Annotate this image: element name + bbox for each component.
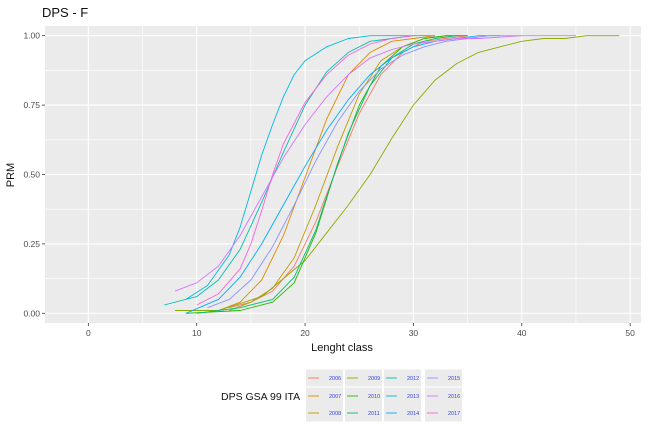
legend-key-bg xyxy=(345,404,382,422)
legend-key-bg xyxy=(384,404,421,422)
legend-key-bg xyxy=(306,387,343,405)
x-tick-label: 50 xyxy=(625,328,635,338)
x-tick-label: 10 xyxy=(192,328,202,338)
series-line-2011 xyxy=(196,35,457,314)
series-line-2017 xyxy=(196,35,414,306)
legend-label-2006: 2006 xyxy=(329,376,341,382)
legend-label-2014: 2014 xyxy=(407,411,419,417)
x-axis-title: Lenght class xyxy=(311,342,373,354)
y-tick-label: 1.00 xyxy=(23,31,40,41)
legend-title: DPS GSA 99 ITA xyxy=(221,391,300,403)
chart-title: DPS - F xyxy=(42,5,88,20)
series-line-2016 xyxy=(174,35,576,292)
legend-label-2017: 2017 xyxy=(448,411,460,417)
x-tick-label: 30 xyxy=(409,328,419,338)
series-line-2009 xyxy=(175,35,620,311)
legend-key-bg xyxy=(384,387,421,405)
x-tick-label: 20 xyxy=(300,328,310,338)
legend-label-2009: 2009 xyxy=(368,376,380,382)
y-tick-label: 0.00 xyxy=(23,308,40,318)
legend-label-2015: 2015 xyxy=(448,376,460,382)
legend-key-bg xyxy=(306,404,343,422)
legend-label-2010: 2010 xyxy=(368,394,380,400)
y-tick-label: 0.25 xyxy=(23,239,40,249)
x-tick-label: 40 xyxy=(517,328,527,338)
y-axis-title: PRM xyxy=(5,163,17,187)
legend-label-2011: 2011 xyxy=(368,411,380,417)
legend-key-bg xyxy=(425,404,462,422)
series-line-2007 xyxy=(218,35,436,311)
series-line-2006 xyxy=(229,35,468,309)
x-tick-label: 0 xyxy=(86,328,91,338)
legend-label-2012: 2012 xyxy=(407,376,419,382)
series-line-2015 xyxy=(207,35,522,309)
x-axis-ticks: 0 10 20 30 40 50 xyxy=(86,323,635,338)
legend-label-2007: 2007 xyxy=(329,394,341,400)
legend-label-2016: 2016 xyxy=(448,394,460,400)
y-tick-label: 0.75 xyxy=(23,100,40,110)
legend-key-bg xyxy=(384,369,421,387)
series-line-2010 xyxy=(185,35,468,314)
y-axis-ticks: 0.00 0.25 0.50 0.75 1.00 xyxy=(23,31,45,318)
series-layer xyxy=(164,35,620,314)
legend-key-bg xyxy=(306,369,343,387)
legend-key-bg xyxy=(345,369,382,387)
legend-label-2013: 2013 xyxy=(407,394,419,400)
legend-key-bg xyxy=(345,387,382,405)
y-tick-label: 0.50 xyxy=(23,170,40,180)
legend-key-bg xyxy=(425,369,462,387)
legend-key-bg xyxy=(425,387,462,405)
legend-label-2008: 2008 xyxy=(329,411,341,417)
legend: DPS GSA 99 ITA 2006 2007 2008 2009 2010 2011 2… xyxy=(221,369,462,422)
